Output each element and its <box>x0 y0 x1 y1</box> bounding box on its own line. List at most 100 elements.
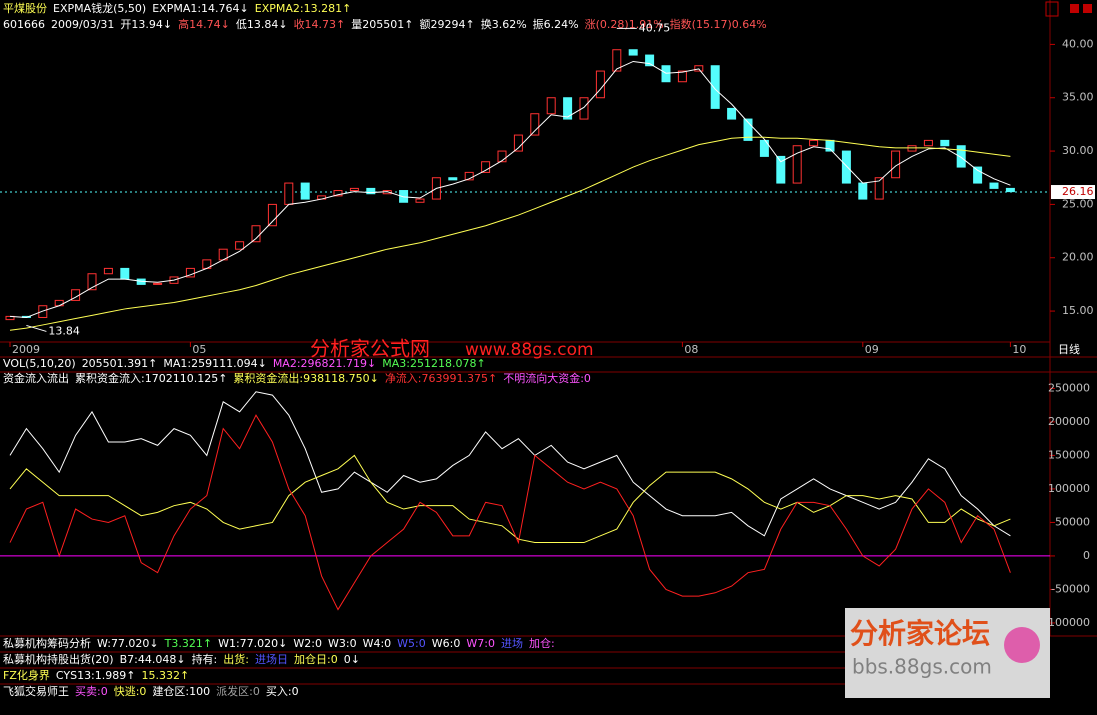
candle <box>513 134 523 152</box>
last-price-box <box>1051 185 1095 200</box>
text-segment: B7:44.048↓ <box>120 653 186 666</box>
candle <box>563 97 573 120</box>
text-segment: 进场 <box>501 636 523 650</box>
indicator-header: 资金流入流出 累积资金流入:1702110.125↑ 累积资金流出:938118.7… <box>3 371 591 385</box>
y-tick-label: 35.00 <box>1062 91 1094 104</box>
text-segment: 资金流入流出 <box>3 371 69 385</box>
candle <box>54 299 64 307</box>
candle <box>300 182 310 200</box>
text-segment: MA3:251218.078↑ <box>382 357 485 370</box>
x-tick-label: 09 <box>865 343 879 356</box>
text-segment: W7:0 <box>466 637 495 650</box>
candle <box>874 177 884 200</box>
header-line: 601666 2009/03/31 开13.94↓ 高14.74↓ 低13.84↓ 收14… <box>3 17 767 31</box>
text-segment: 2009/03/31 <box>51 18 114 31</box>
y-tick-label: 30.00 <box>1062 144 1094 157</box>
candle <box>907 145 917 152</box>
candle <box>759 139 769 157</box>
y-tick-label: 200000 <box>1048 415 1090 428</box>
candle <box>579 97 589 120</box>
header-line: 平煤股份 EXPMA钱龙(5,50) EXPMA1:14.764↓ EXPMA2:13… <box>3 1 351 15</box>
text-segment: 进场日 <box>255 652 288 666</box>
text-segment: 高14.74↓ <box>178 17 230 31</box>
text-segment: 不明流向大资金:0 <box>503 371 591 385</box>
status-row: 飞狐交易师王 买卖:0 快逃:0 建仓区:100 派发区:0 买入:0 <box>3 684 299 698</box>
line <box>9 60 1011 318</box>
text-segment: 换3.62% <box>481 17 527 31</box>
text-segment: W5:0 <box>397 637 426 650</box>
text-segment: 涨(0.28)1.91% <box>585 18 664 31</box>
candle <box>612 49 622 72</box>
candle <box>628 49 638 56</box>
y-tick-label: 250000 <box>1048 381 1090 394</box>
x-tick-label: 2009 <box>12 343 40 356</box>
status-row: 私募机构筹码分析 W:77.020↓ T3.321↑ W1:77.020↓ W2:0 W3… <box>3 636 555 650</box>
line <box>9 414 1011 611</box>
text-segment: 私募机构持股出货(20) <box>3 652 114 666</box>
candle <box>235 241 245 250</box>
candle <box>546 97 556 115</box>
candle <box>448 177 458 181</box>
text-segment: MA1:259111.094↓ <box>163 357 266 370</box>
x-tick-label: 08 <box>684 343 698 356</box>
candle <box>333 190 343 197</box>
candle <box>989 182 999 189</box>
text-segment: 持有: <box>192 652 218 666</box>
candle <box>677 70 687 83</box>
candle <box>399 190 409 203</box>
period-label: 日线 <box>1058 342 1080 356</box>
y-tick-label: 50000 <box>1055 515 1090 528</box>
y-tick-label: 25.00 <box>1062 197 1094 210</box>
candle <box>415 198 425 203</box>
candle <box>891 150 901 179</box>
x-tick-label: 10 <box>1012 343 1026 356</box>
y-tick-label: 40.00 <box>1062 37 1094 50</box>
y-tick-label: -50000 <box>1051 582 1090 595</box>
window-icon[interactable] <box>1045 1 1059 17</box>
window-icon[interactable] <box>1083 4 1092 13</box>
x-tick-label: 05 <box>192 343 206 356</box>
text-segment: W4:0 <box>363 637 392 650</box>
min-pointer <box>26 324 47 332</box>
candle <box>284 182 294 205</box>
candle <box>120 267 130 280</box>
text-segment: 建仓区:100 <box>152 684 210 698</box>
candle <box>956 145 966 168</box>
candle <box>858 182 868 200</box>
candle <box>103 267 113 275</box>
text-segment: 加仓: <box>529 636 555 650</box>
text-segment: 累积资金流出:938118.750↓ <box>233 371 378 385</box>
candle <box>251 225 261 243</box>
text-segment: 开13.94↓ <box>120 18 172 31</box>
min-label: 13.84 <box>48 324 80 337</box>
text-segment: 累积资金流入:1702110.125↑ <box>75 371 227 385</box>
text-segment: 低13.84↓ <box>236 18 288 31</box>
window-icon[interactable] <box>1070 4 1079 13</box>
text-segment: MA2:296821.719↓ <box>273 357 376 370</box>
line <box>9 391 1011 537</box>
candle <box>727 107 737 120</box>
text-segment: 飞狐交易师王 <box>3 684 69 698</box>
y-tick-label: -100000 <box>1044 616 1090 629</box>
text-segment: 派发区:0 <box>216 684 260 698</box>
indicator-header: VOL(5,10,20) 205501.391↑ MA1:259111.094↓ MA… <box>3 357 486 370</box>
text-segment: W1:77.020↓ <box>218 637 287 650</box>
y-tick-label: 100000 <box>1048 482 1090 495</box>
text-segment: 买入:0 <box>266 685 299 698</box>
text-segment: 净流入:763991.375↑ <box>385 371 497 385</box>
text-segment: 0↓ <box>344 653 360 666</box>
candle <box>841 150 851 184</box>
watermark-url: www.88gs.com <box>465 340 594 360</box>
candle <box>645 54 655 67</box>
watermark-name: 分析家公式网 <box>310 337 430 361</box>
y-tick-label: 150000 <box>1048 448 1090 461</box>
text-segment: W6:0 <box>432 637 461 650</box>
candle <box>267 203 277 227</box>
text-segment: 205501.391↑ <box>82 357 158 370</box>
last-price-label: 26.16 <box>1062 185 1094 198</box>
text-segment: 买卖:0 <box>75 685 108 698</box>
logo-url: bbs.88gs.com <box>852 655 992 679</box>
candle <box>710 65 720 109</box>
